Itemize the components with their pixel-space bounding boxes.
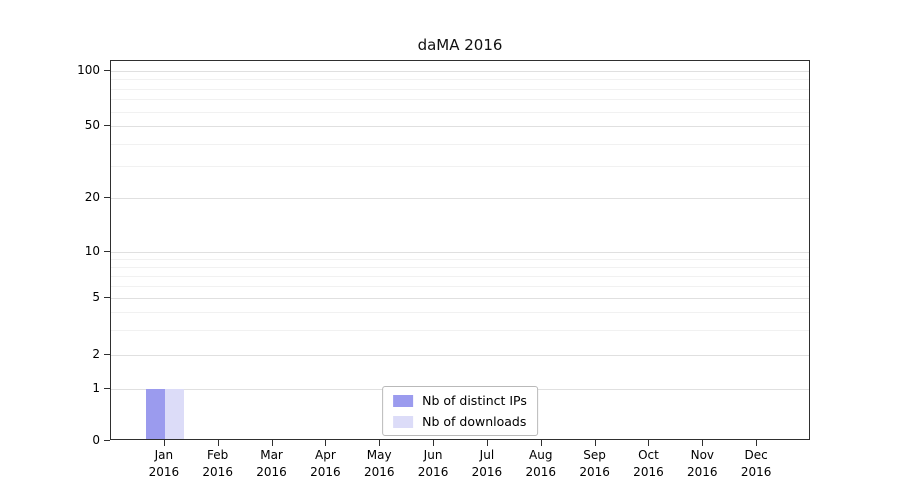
x-tick-label: May 2016 xyxy=(363,448,395,479)
major-gridline xyxy=(111,198,809,199)
x-tick-label: Jan 2016 xyxy=(148,448,180,479)
major-gridline xyxy=(111,252,809,253)
x-tick-label: Sep 2016 xyxy=(579,448,610,479)
x-tick-mark xyxy=(379,440,381,446)
x-tick-mark xyxy=(594,440,596,446)
y-tick-label: 5 xyxy=(92,290,100,304)
minor-gridline xyxy=(111,79,809,81)
minor-gridline xyxy=(111,266,809,268)
x-tick-label: Jun 2016 xyxy=(417,448,449,479)
bar-nb-of-downloads-jan xyxy=(164,389,184,439)
legend-swatch xyxy=(393,394,414,407)
y-tick-label: 0 xyxy=(92,433,100,447)
major-gridline xyxy=(111,298,809,299)
y-tick-mark xyxy=(104,197,110,198)
y-tick-label: 2 xyxy=(92,347,100,361)
legend-label: Nb of downloads xyxy=(422,414,527,429)
x-tick-label: Apr 2016 xyxy=(310,448,341,479)
bar-nb-of-distinct-ips-jan xyxy=(145,389,165,439)
x-tick-mark xyxy=(325,440,327,446)
plot-area: Nb of distinct IPs Nb of downloads xyxy=(110,60,810,440)
minor-gridline xyxy=(111,285,809,287)
minor-gridline xyxy=(111,99,809,101)
y-tick-mark xyxy=(104,440,110,441)
y-tick-label: 100 xyxy=(77,63,100,77)
y-tick-mark xyxy=(104,251,110,252)
y-tick-label: 20 xyxy=(84,190,100,204)
x-tick-mark xyxy=(217,440,219,446)
x-tick-mark xyxy=(756,440,758,446)
x-tick-mark xyxy=(702,440,704,446)
minor-gridline xyxy=(111,143,809,145)
y-tick-mark xyxy=(104,297,110,298)
y-tick-mark xyxy=(104,388,110,389)
minor-gridline xyxy=(111,275,809,277)
x-tick-mark xyxy=(648,440,650,446)
minor-gridline xyxy=(111,258,809,260)
x-tick-mark xyxy=(271,440,273,446)
x-tick-mark xyxy=(486,440,488,446)
x-tick-label: Nov 2016 xyxy=(687,448,718,479)
minor-gridline xyxy=(111,166,809,168)
legend-swatch xyxy=(393,415,414,428)
y-tick-mark xyxy=(104,354,110,355)
legend: Nb of distinct IPs Nb of downloads xyxy=(382,386,538,436)
legend-label: Nb of distinct IPs xyxy=(422,393,527,408)
major-gridline xyxy=(111,126,809,127)
x-tick-label: Feb 2016 xyxy=(202,448,233,479)
x-tick-mark xyxy=(433,440,435,446)
major-gridline xyxy=(111,355,809,356)
minor-gridline xyxy=(111,311,809,313)
legend-item: Nb of distinct IPs xyxy=(393,393,527,408)
x-tick-label: Mar 2016 xyxy=(256,448,287,479)
y-tick-mark xyxy=(104,70,110,71)
x-tick-label: Oct 2016 xyxy=(633,448,664,479)
y-tick-mark xyxy=(104,125,110,126)
y-tick-label: 10 xyxy=(84,244,100,258)
minor-gridline xyxy=(111,88,809,90)
legend-item: Nb of downloads xyxy=(393,414,527,429)
x-tick-label: Jul 2016 xyxy=(471,448,503,479)
y-tick-label: 50 xyxy=(84,118,100,132)
x-tick-mark xyxy=(540,440,542,446)
major-gridline xyxy=(111,71,809,72)
y-tick-label: 1 xyxy=(92,381,100,395)
minor-gridline xyxy=(111,111,809,113)
chart-title: daMA 2016 xyxy=(417,36,503,54)
x-tick-label: Aug 2016 xyxy=(525,448,557,479)
x-tick-mark xyxy=(163,440,165,446)
minor-gridline xyxy=(111,329,809,331)
x-tick-label: Dec 2016 xyxy=(740,448,772,479)
